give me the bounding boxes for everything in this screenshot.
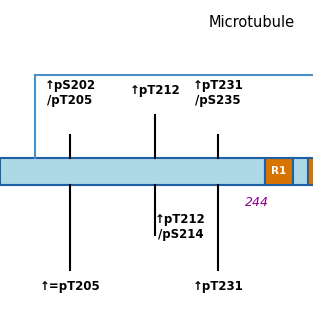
Text: Microtubule: Microtubule <box>209 15 295 30</box>
Text: ↑pT231: ↑pT231 <box>192 280 244 293</box>
Text: R1: R1 <box>271 167 287 177</box>
Text: ↑pT212: ↑pT212 <box>130 84 180 97</box>
Text: ↑pT231
/pS235: ↑pT231 /pS235 <box>192 79 244 107</box>
Text: ↑=pT205: ↑=pT205 <box>40 280 100 293</box>
Bar <box>293 158 308 185</box>
Text: 244: 244 <box>245 196 269 209</box>
Text: ↑pT212
/pS214: ↑pT212 /pS214 <box>155 213 206 241</box>
Bar <box>265 158 293 185</box>
Bar <box>0 158 265 185</box>
Text: ↑pS202
/pT205: ↑pS202 /pT205 <box>44 79 95 107</box>
Bar <box>308 158 313 185</box>
